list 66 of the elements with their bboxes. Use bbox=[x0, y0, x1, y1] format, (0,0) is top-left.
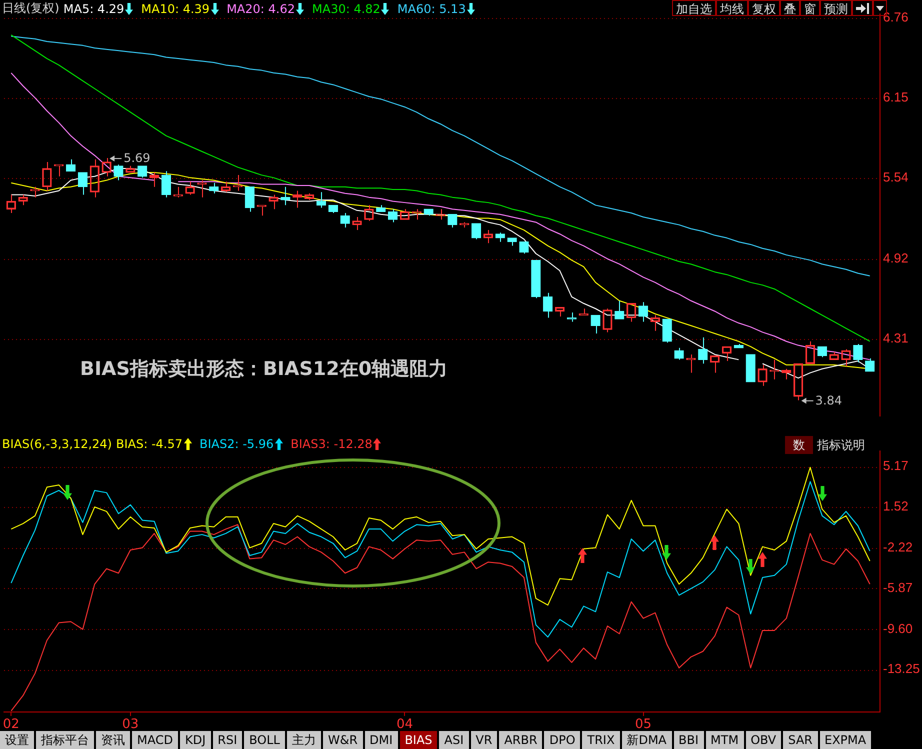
legend-label: BIAS3: -12.28 bbox=[290, 437, 372, 451]
y-tick-label: 4.92 bbox=[883, 250, 908, 266]
x-tick-label: 03 bbox=[122, 717, 139, 732]
text: TRIX bbox=[582, 731, 620, 749]
annotation: 指标说明 bbox=[813, 436, 869, 454]
text: MA20: 4.62 bbox=[226, 2, 295, 16]
text: MA30: 4.82 bbox=[312, 2, 380, 16]
legend-title: BIAS(6,-3,3,12,24) bbox=[2, 437, 112, 451]
y-tick-label: -5.87 bbox=[883, 580, 913, 595]
text: 设置 bbox=[0, 731, 34, 749]
chart-title: 日线(复权) bbox=[2, 0, 60, 17]
text: MA60: 5.13 bbox=[397, 2, 466, 16]
x-tick-label: 02 bbox=[2, 717, 20, 732]
text: 资讯 bbox=[96, 731, 130, 749]
text: MACD bbox=[132, 731, 178, 749]
annotation: 5.69 bbox=[124, 151, 150, 166]
x-tick-label: 04 bbox=[396, 717, 414, 732]
text: BBI bbox=[674, 731, 704, 749]
annotation: 窗 bbox=[800, 0, 820, 16]
y-tick-label: 6.76 bbox=[883, 10, 908, 25]
candlestick bbox=[507, 238, 517, 246]
legend-label: BIAS: -4.57 bbox=[116, 437, 183, 451]
x-tick-label: 05 bbox=[634, 717, 652, 732]
text: 指标平台 bbox=[36, 731, 94, 749]
text: KDJ bbox=[180, 731, 211, 749]
text: ARBR bbox=[499, 731, 542, 749]
y-tick-label: -2.22 bbox=[883, 540, 913, 555]
annotation: 加自选 bbox=[672, 0, 716, 16]
y-tick-label: -13.25 bbox=[883, 661, 920, 676]
text: MA10: 4.39 bbox=[141, 2, 210, 16]
annotation: BIAS指标卖出形态：BIAS12在0轴遇阻力 bbox=[80, 358, 448, 380]
annotation: 叠 bbox=[780, 0, 800, 16]
text: EXPMA bbox=[820, 731, 872, 749]
text: DMI bbox=[364, 731, 398, 749]
text: BOLL bbox=[244, 731, 285, 749]
y-tick-label: 1.52 bbox=[883, 498, 908, 514]
candlestick bbox=[376, 204, 386, 212]
y-tick-label: 5.17 bbox=[883, 458, 908, 474]
candlestick bbox=[566, 312, 577, 322]
annotation: 预测 bbox=[820, 0, 852, 16]
annotation: 均线 bbox=[716, 0, 748, 16]
candlestick bbox=[209, 182, 219, 194]
legend-label: BIAS2: -5.96 bbox=[200, 437, 274, 451]
text: W&R bbox=[322, 731, 363, 749]
text: OBV bbox=[746, 731, 782, 749]
text: 新DMA bbox=[622, 731, 672, 749]
y-tick-label: -9.60 bbox=[883, 620, 913, 636]
y-tick-label: 5.54 bbox=[883, 169, 908, 184]
candlestick bbox=[280, 186, 290, 206]
annotation: 复权 bbox=[748, 0, 780, 16]
text: SAR bbox=[783, 731, 818, 749]
annotation: 3.84 bbox=[815, 393, 842, 408]
y-tick-label: 6.15 bbox=[883, 89, 908, 104]
text: RSI bbox=[212, 731, 242, 749]
text: DPO bbox=[544, 731, 580, 749]
annotation: 数 bbox=[785, 436, 813, 454]
text: 主力 bbox=[286, 731, 321, 749]
candlestick bbox=[495, 232, 505, 242]
candlestick bbox=[316, 192, 326, 208]
text: ASI bbox=[439, 731, 469, 749]
text: BIAS bbox=[400, 731, 438, 749]
y-tick-label: 4.31 bbox=[883, 330, 908, 346]
text: MA5: 4.29 bbox=[63, 2, 124, 16]
text: VR bbox=[470, 731, 498, 749]
candlestick bbox=[161, 170, 172, 198]
text: MTM bbox=[706, 731, 744, 749]
